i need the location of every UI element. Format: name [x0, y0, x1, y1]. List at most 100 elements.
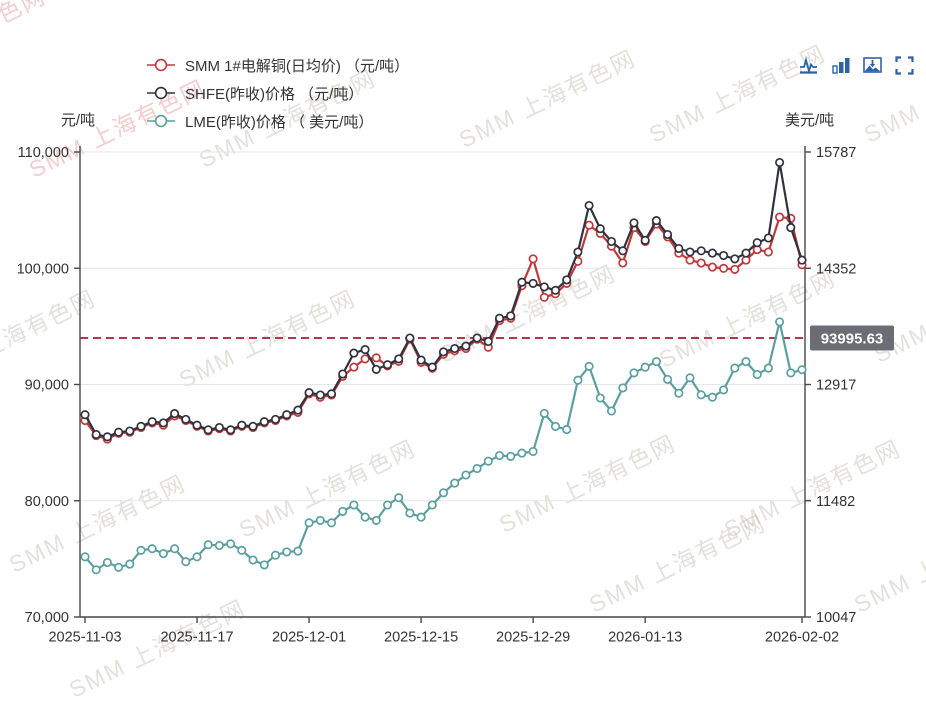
- data-point[interactable]: [394, 354, 404, 364]
- data-point[interactable]: [618, 258, 628, 268]
- data-point[interactable]: [573, 375, 583, 385]
- data-point[interactable]: [517, 277, 527, 287]
- data-point[interactable]: [237, 420, 247, 430]
- data-point[interactable]: [707, 392, 717, 402]
- data-point[interactable]: [293, 546, 303, 556]
- data-point[interactable]: [114, 427, 124, 437]
- legend-item-smm[interactable]: SMM 1#电解铜(日均价) （元/吨）: [146, 51, 409, 79]
- legend-item-lme[interactable]: LME(昨收)价格 （ 美元/吨）: [146, 107, 409, 135]
- data-point[interactable]: [719, 263, 729, 273]
- series-shfe[interactable]: [80, 157, 807, 442]
- data-point[interactable]: [584, 361, 594, 371]
- data-point[interactable]: [674, 388, 684, 398]
- line-chart-icon[interactable]: [798, 55, 819, 76]
- data-point[interactable]: [349, 348, 359, 358]
- data-point[interactable]: [696, 246, 706, 256]
- data-point[interactable]: [483, 456, 493, 466]
- data-point[interactable]: [472, 333, 482, 343]
- data-point[interactable]: [752, 369, 762, 380]
- data-point[interactable]: [584, 220, 594, 230]
- data-point[interactable]: [394, 493, 404, 503]
- data-point[interactable]: [606, 236, 617, 247]
- data-point[interactable]: [696, 390, 706, 400]
- data-point[interactable]: [494, 313, 505, 323]
- data-point[interactable]: [338, 506, 348, 516]
- data-point[interactable]: [663, 229, 673, 240]
- data-point[interactable]: [550, 421, 561, 431]
- data-point[interactable]: [405, 508, 415, 518]
- data-point[interactable]: [595, 393, 605, 403]
- data-point[interactable]: [226, 425, 236, 435]
- data-point[interactable]: [158, 418, 168, 428]
- data-point[interactable]: [786, 223, 796, 233]
- data-point[interactable]: [775, 157, 785, 168]
- data-point[interactable]: [606, 406, 617, 416]
- data-point[interactable]: [797, 255, 807, 265]
- data-point[interactable]: [775, 212, 785, 222]
- data-point[interactable]: [550, 285, 561, 295]
- data-point[interactable]: [427, 500, 437, 510]
- data-point[interactable]: [651, 357, 661, 367]
- data-point[interactable]: [192, 420, 202, 430]
- data-point[interactable]: [483, 336, 493, 347]
- data-point[interactable]: [91, 565, 101, 575]
- fullscreen-icon[interactable]: [894, 55, 915, 76]
- data-point[interactable]: [125, 426, 135, 436]
- data-point[interactable]: [438, 488, 449, 498]
- data-point[interactable]: [797, 365, 807, 375]
- data-point[interactable]: [405, 333, 415, 343]
- data-point[interactable]: [562, 275, 572, 285]
- data-point[interactable]: [528, 278, 538, 288]
- data-point[interactable]: [192, 552, 202, 562]
- data-point[interactable]: [438, 347, 449, 357]
- data-point[interactable]: [763, 247, 773, 257]
- data-point[interactable]: [506, 451, 516, 461]
- data-point[interactable]: [147, 544, 157, 554]
- data-point[interactable]: [685, 255, 695, 265]
- bar-chart-icon[interactable]: [830, 55, 851, 76]
- data-point[interactable]: [91, 429, 101, 440]
- data-point[interactable]: [338, 369, 348, 379]
- data-point[interactable]: [517, 448, 527, 458]
- data-point[interactable]: [730, 363, 740, 373]
- data-point[interactable]: [562, 425, 572, 435]
- data-point[interactable]: [651, 216, 661, 226]
- data-point[interactable]: [80, 410, 90, 420]
- data-point[interactable]: [170, 409, 180, 419]
- data-point[interactable]: [763, 233, 773, 243]
- data-point[interactable]: [170, 544, 180, 554]
- data-point[interactable]: [259, 417, 269, 427]
- series-smm[interactable]: [80, 212, 807, 444]
- data-point[interactable]: [707, 262, 717, 272]
- data-point[interactable]: [640, 362, 650, 372]
- data-point[interactable]: [304, 388, 314, 398]
- data-point[interactable]: [371, 353, 381, 363]
- data-point[interactable]: [382, 360, 393, 370]
- data-point[interactable]: [595, 224, 605, 234]
- data-point[interactable]: [528, 446, 538, 457]
- data-point[interactable]: [203, 540, 213, 550]
- data-point[interactable]: [282, 410, 292, 420]
- data-point[interactable]: [349, 500, 359, 510]
- data-point[interactable]: [181, 557, 191, 567]
- data-point[interactable]: [741, 248, 751, 258]
- data-point[interactable]: [539, 292, 549, 302]
- data-point[interactable]: [226, 539, 236, 549]
- data-point[interactable]: [461, 341, 471, 351]
- data-point[interactable]: [685, 247, 695, 257]
- data-point[interactable]: [741, 357, 751, 367]
- data-point[interactable]: [539, 282, 549, 292]
- data-point[interactable]: [707, 248, 717, 258]
- data-point[interactable]: [304, 518, 314, 528]
- data-point[interactable]: [719, 250, 729, 261]
- data-point[interactable]: [282, 547, 292, 557]
- save-image-icon[interactable]: [862, 55, 883, 76]
- data-point[interactable]: [371, 364, 381, 374]
- data-point[interactable]: [125, 559, 135, 569]
- data-point[interactable]: [114, 562, 124, 572]
- data-point[interactable]: [640, 235, 650, 245]
- data-point[interactable]: [618, 246, 628, 256]
- data-point[interactable]: [248, 421, 258, 431]
- data-point[interactable]: [539, 408, 549, 418]
- data-point[interactable]: [528, 254, 538, 264]
